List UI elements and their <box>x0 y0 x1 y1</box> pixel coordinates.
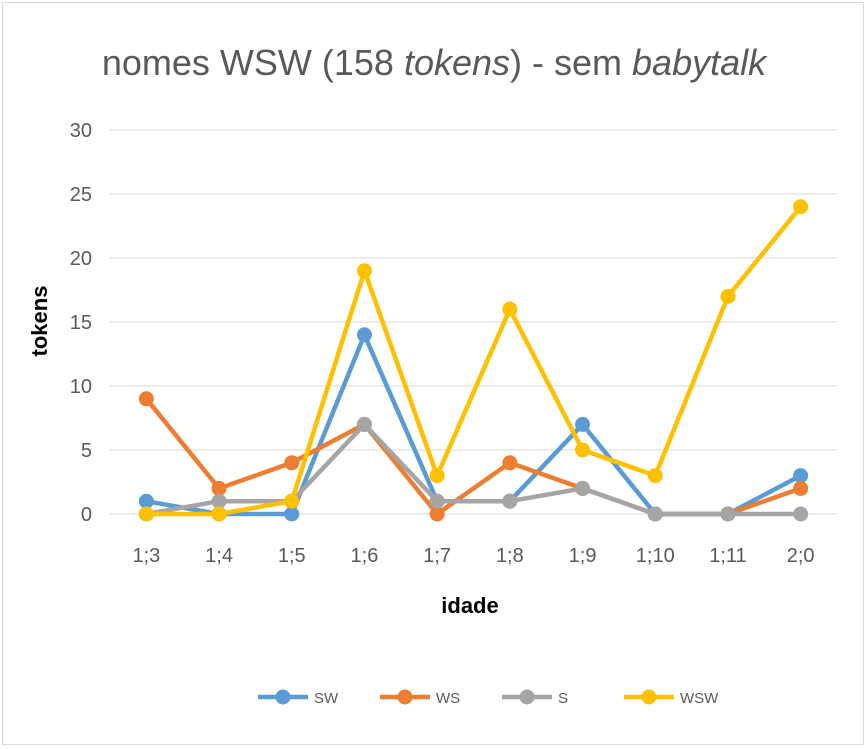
x-tick-label: 1;4 <box>205 545 233 567</box>
y-tick-label: 0 <box>81 504 92 526</box>
data-point <box>356 416 372 432</box>
x-axis-title: idade <box>441 593 498 618</box>
legend-marker <box>641 689 657 705</box>
data-point <box>211 480 227 496</box>
legend-item-s[interactable]: S <box>502 689 568 708</box>
y-axis-title: tokens <box>27 286 52 357</box>
series-s <box>138 416 809 522</box>
legend-item-wsw[interactable]: WSW <box>624 689 719 708</box>
series-line <box>144 204 803 517</box>
x-tick-label: 1;8 <box>496 545 524 567</box>
chart-title-part: tokens <box>404 42 510 83</box>
legend-item-ws[interactable]: WS <box>380 689 460 708</box>
data-point <box>647 468 663 484</box>
series-sw <box>138 327 809 522</box>
y-tick-labels: 0 5 10 15 20 25 30 <box>70 120 92 526</box>
legend-marker <box>275 689 291 705</box>
data-point <box>356 263 372 279</box>
data-point <box>793 468 809 484</box>
y-tick-label: 20 <box>70 248 92 270</box>
x-tick-label: 1;10 <box>636 545 675 567</box>
data-point <box>138 391 154 407</box>
legend-label: WSW <box>680 690 719 707</box>
series-line <box>144 396 803 517</box>
data-point <box>429 468 445 484</box>
data-point <box>138 506 154 522</box>
legend-marker <box>519 689 535 705</box>
x-tick-labels: 1;3 1;4 1;5 1;6 1;7 1;8 1;9 1;10 1;11 2;0 <box>132 545 814 567</box>
x-tick-label: 1;11 <box>709 545 746 567</box>
x-tick-label: 1;5 <box>278 545 306 567</box>
x-tick-label: 2;0 <box>787 545 815 567</box>
data-point <box>502 455 518 471</box>
y-tick-label: 30 <box>70 120 92 142</box>
data-point <box>793 480 809 496</box>
data-point <box>284 493 300 509</box>
legend-label: S <box>558 690 568 707</box>
data-point <box>356 327 372 343</box>
data-point <box>211 506 227 522</box>
legend-label: WS <box>436 690 460 707</box>
data-point <box>429 493 445 509</box>
chart-title-part: ) - sem <box>510 42 632 83</box>
data-point <box>793 199 809 215</box>
data-point <box>138 493 154 509</box>
data-point <box>211 493 227 509</box>
y-tick-label: 25 <box>70 184 92 206</box>
x-tick-label: 1;3 <box>132 545 160 567</box>
series-wsw <box>138 199 809 522</box>
y-tick-label: 10 <box>70 376 92 398</box>
chart-title-part: nomes WSW (158 <box>102 42 404 83</box>
data-point <box>429 506 445 522</box>
data-point <box>575 480 591 496</box>
data-point <box>720 506 736 522</box>
data-point <box>647 506 663 522</box>
series-line <box>144 422 803 517</box>
gridlines <box>110 129 837 515</box>
data-point <box>284 506 300 522</box>
data-point <box>575 416 591 432</box>
y-tick-label: 15 <box>70 312 92 334</box>
data-point <box>720 288 736 304</box>
data-point <box>575 442 591 458</box>
chart-title-part: babytalk <box>632 42 768 83</box>
x-tick-label: 1;6 <box>351 545 379 567</box>
data-point <box>793 506 809 522</box>
series-layer <box>138 199 809 522</box>
chart-title: nomes WSW (158 tokens) - sem babytalk <box>102 42 768 83</box>
data-point <box>502 301 518 317</box>
legend-marker <box>397 689 413 705</box>
data-point <box>284 455 300 471</box>
data-point <box>502 493 518 509</box>
y-tick-label: 5 <box>81 440 92 462</box>
legend: SW WS S WSW <box>258 689 719 708</box>
legend-label: SW <box>314 690 339 707</box>
x-tick-label: 1;7 <box>423 545 451 567</box>
legend-item-sw[interactable]: SW <box>258 689 339 708</box>
x-tick-label: 1;9 <box>569 545 597 567</box>
